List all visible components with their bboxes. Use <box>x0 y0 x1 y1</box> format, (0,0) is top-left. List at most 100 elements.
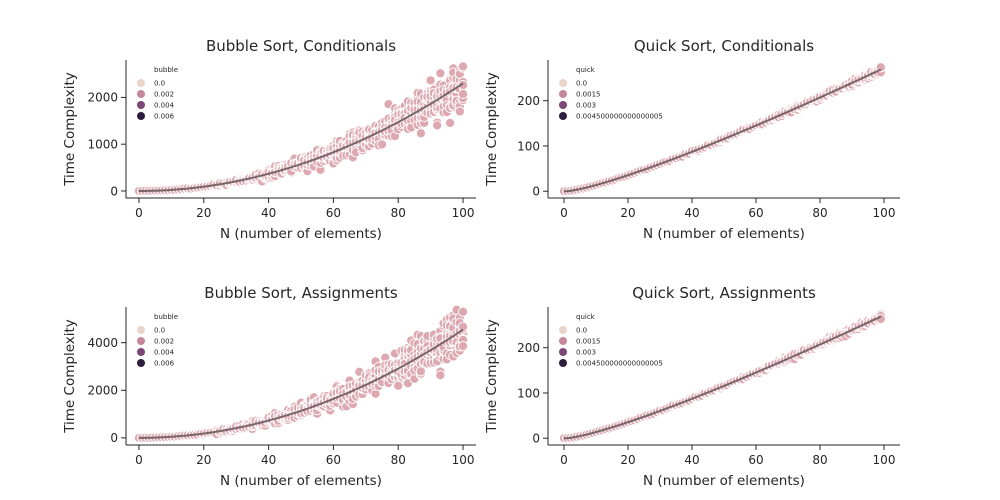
legend: bubble 0.0 0.002 0.004 0.006 <box>137 313 178 368</box>
y-tick-label: 0 <box>532 185 540 199</box>
x-tick-label: 20 <box>620 453 635 467</box>
legend-label: 0.0 <box>576 327 587 335</box>
x-tick-label: 100 <box>452 206 475 220</box>
x-tick-label: 100 <box>873 206 896 220</box>
y-axis-label: Time Complexity <box>484 72 500 187</box>
scatter-points <box>558 62 886 197</box>
x-tick-label: 0 <box>135 453 143 467</box>
x-tick-label: 60 <box>748 453 763 467</box>
legend-marker <box>137 112 145 120</box>
chart-title: Quick Sort, Assignments <box>632 284 816 302</box>
y-tick-label: 0 <box>110 431 118 445</box>
scatter-point <box>457 341 469 352</box>
scatter-point <box>445 117 456 128</box>
chart-panel-2: 0 20 40 60 80 100 0 2000 4000 Bubble Sort, Assign… <box>62 284 476 489</box>
legend-title: quick <box>576 66 596 74</box>
scatter-point <box>435 370 446 381</box>
scatter-point <box>457 306 469 317</box>
x-tick-label: 0 <box>560 206 568 220</box>
legend-marker <box>559 101 567 109</box>
x-axis-label: N (number of elements) <box>220 473 382 489</box>
trend-line <box>138 82 464 192</box>
x-tick-label: 60 <box>326 453 341 467</box>
legend: quick 0.0 0.0015 0.003 0.004500000000000005 <box>559 313 663 368</box>
scatter-point <box>376 139 388 150</box>
x-axis-label: N (number of elements) <box>220 226 382 242</box>
legend-label: 0.004 <box>154 349 175 357</box>
x-axis-label: N (number of elements) <box>643 226 805 242</box>
y-tick-label: 200 <box>517 341 540 355</box>
y-axis-label: Time Complexity <box>62 72 78 187</box>
legend-marker <box>559 337 567 345</box>
x-tick-label: 100 <box>873 453 896 467</box>
x-tick-label: 40 <box>261 453 276 467</box>
legend-marker <box>559 90 567 98</box>
scatter-point <box>457 61 469 72</box>
y-tick-label: 0 <box>532 432 540 446</box>
scatter-points <box>133 61 469 197</box>
chart-panel-1: 0 20 40 60 80 100 0 100 200 Quick Sort, Condition… <box>484 37 900 242</box>
legend-label: 0.0015 <box>576 338 601 346</box>
legend-marker <box>137 359 145 367</box>
x-tick-label: 0 <box>135 206 143 220</box>
y-axis-label: Time Complexity <box>484 319 500 434</box>
x-tick-label: 100 <box>452 453 475 467</box>
legend: bubble 0.0 0.002 0.004 0.006 <box>137 66 178 121</box>
y-tick-label: 0 <box>110 184 118 198</box>
y-tick-label: 100 <box>517 386 540 400</box>
legend-title: bubble <box>154 66 178 74</box>
legend-marker <box>559 326 567 334</box>
y-tick-label: 4000 <box>87 336 118 350</box>
x-tick-label: 80 <box>391 453 406 467</box>
legend-marker <box>559 359 567 367</box>
y-axis-label: Time Complexity <box>62 319 78 434</box>
legend-label: 0.002 <box>154 338 174 346</box>
scatter-point <box>435 68 446 79</box>
legend-marker <box>137 326 145 334</box>
y-tick-label: 100 <box>517 139 540 153</box>
legend-marker <box>559 79 567 87</box>
chart-panel-3: 0 20 40 60 80 100 0 100 200 Quick Sort, Assignmen… <box>484 284 900 489</box>
x-tick-label: 20 <box>196 206 211 220</box>
y-tick-label: 2000 <box>87 91 118 105</box>
x-tick-label: 60 <box>326 206 341 220</box>
legend-marker <box>559 348 567 356</box>
chart-title: Quick Sort, Conditionals <box>634 37 814 55</box>
legend-label: 0.0 <box>154 80 165 88</box>
scatter-point <box>454 106 465 117</box>
chart-title: Bubble Sort, Conditionals <box>206 37 396 55</box>
legend-title: quick <box>576 313 596 321</box>
legend-label: 0.004 <box>154 102 175 110</box>
legend-marker <box>137 79 145 87</box>
x-tick-label: 40 <box>684 206 699 220</box>
legend-label: 0.004500000000000005 <box>576 113 663 121</box>
legend-label: 0.0 <box>154 327 165 335</box>
y-tick-label: 200 <box>517 94 540 108</box>
legend-label: 0.006 <box>154 113 175 121</box>
scatter-points <box>133 304 469 443</box>
scatter-point <box>457 88 469 99</box>
legend-label: 0.0 <box>576 80 587 88</box>
legend-marker <box>137 90 145 98</box>
x-tick-label: 40 <box>684 453 699 467</box>
scatter-point <box>415 128 426 139</box>
legend-label: 0.0015 <box>576 91 601 99</box>
x-tick-label: 20 <box>620 206 635 220</box>
legend-label: 0.003 <box>576 349 596 357</box>
x-axis-label: N (number of elements) <box>643 473 805 489</box>
legend: quick 0.0 0.0015 0.003 0.004500000000000005 <box>559 66 663 121</box>
x-tick-label: 0 <box>560 453 568 467</box>
legend-marker <box>559 112 567 120</box>
x-tick-label: 80 <box>391 206 406 220</box>
x-tick-label: 40 <box>261 206 276 220</box>
chart-title: Bubble Sort, Assignments <box>204 284 398 302</box>
legend-title: bubble <box>154 313 178 321</box>
legend-marker <box>137 348 145 356</box>
y-tick-label: 1000 <box>87 138 118 152</box>
y-tick-label: 2000 <box>87 384 118 398</box>
x-tick-label: 60 <box>748 206 763 220</box>
legend-label: 0.006 <box>154 360 175 368</box>
legend-label: 0.004500000000000005 <box>576 360 663 368</box>
